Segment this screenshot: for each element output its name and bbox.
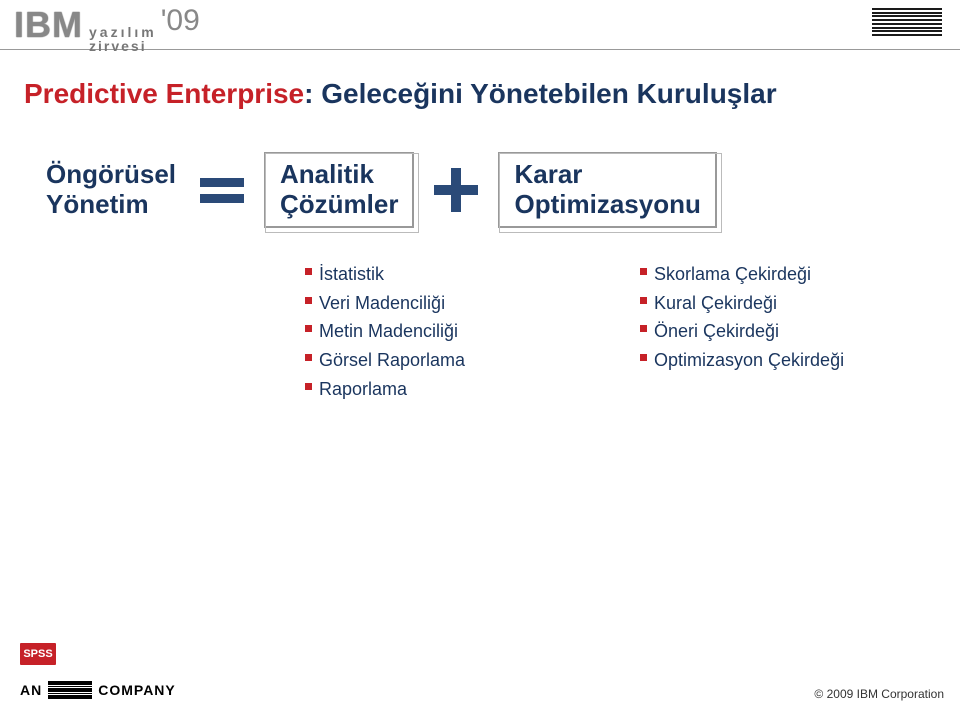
list-item: Metin Madenciliği — [305, 317, 565, 346]
list-item: İstatistik — [305, 260, 565, 289]
list-item: Optimizasyon Çekirdeği — [640, 346, 940, 375]
equation-lhs: Öngörüsel Yönetim — [40, 160, 182, 220]
header-subtitle: yazılım zirvesi — [89, 25, 157, 53]
title-accent: Predictive Enterprise — [24, 78, 304, 109]
equation-box-1: Analitik Çözümler — [264, 152, 414, 228]
equation-row: Öngörüsel Yönetim Analitik Çözümler Kara… — [40, 150, 960, 230]
equation-box-1-wrap: Analitik Çözümler — [262, 150, 416, 230]
list-item: Öneri Çekirdeği — [640, 317, 940, 346]
ibm-logo-icon — [872, 8, 942, 36]
title-rest: Geleceğini Yönetebilen Kuruluşlar — [321, 78, 776, 109]
header-ibm-text: IBM — [14, 4, 83, 46]
footer-an: AN — [20, 682, 42, 698]
equation-box-2: Karar Optimizasyonu — [498, 152, 716, 228]
bullet-columns: İstatistik Veri Madenciliği Metin Madenc… — [0, 260, 960, 404]
header-word-bottom: zirvesi — [89, 39, 157, 53]
list-item: Veri Madenciliği — [305, 289, 565, 318]
bullets-left-col: İstatistik Veri Madenciliği Metin Madenc… — [305, 260, 565, 404]
header-word-top: yazılım — [89, 25, 157, 39]
an-ibm-company: AN COMPANY — [20, 681, 176, 699]
title-sep: : — [304, 78, 321, 109]
header-year: '09 — [161, 4, 200, 38]
box2-line1: Karar — [514, 159, 582, 189]
list-item: Skorlama Çekirdeği — [640, 260, 940, 289]
copyright: © 2009 IBM Corporation — [814, 687, 944, 701]
equation-box-2-wrap: Karar Optimizasyonu — [496, 150, 718, 230]
box2-line2: Optimizasyonu — [514, 189, 700, 219]
header-left-logo: IBM yazılım zirvesi '09 — [14, 4, 200, 53]
slide-header: IBM yazılım zirvesi '09 — [0, 0, 960, 50]
lhs-line1: Öngörüsel — [46, 159, 176, 189]
lhs-line2: Yönetim — [46, 189, 149, 219]
spss-badge: SPSS — [20, 643, 56, 665]
list-item: Görsel Raporlama — [305, 346, 565, 375]
ibm-logo-small-icon — [48, 681, 92, 699]
bullets-right-list: Skorlama Çekirdeği Kural Çekirdeği Öneri… — [640, 260, 940, 375]
slide-title: Predictive Enterprise: Geleceğini Yönete… — [24, 78, 960, 110]
bullets-right-col: Skorlama Çekirdeği Kural Çekirdeği Öneri… — [640, 260, 940, 404]
slide-footer: SPSS AN COMPANY © 2009 IBM Corporation — [0, 631, 960, 711]
box1-line2: Çözümler — [280, 189, 398, 219]
plus-icon — [428, 162, 484, 218]
box1-line1: Analitik — [280, 159, 374, 189]
equals-icon — [194, 162, 250, 218]
header-right-logo — [872, 8, 942, 36]
footer-company: COMPANY — [98, 682, 176, 698]
list-item: Kural Çekirdeği — [640, 289, 940, 318]
bullets-left-list: İstatistik Veri Madenciliği Metin Madenc… — [305, 260, 565, 404]
list-item: Raporlama — [305, 375, 565, 404]
